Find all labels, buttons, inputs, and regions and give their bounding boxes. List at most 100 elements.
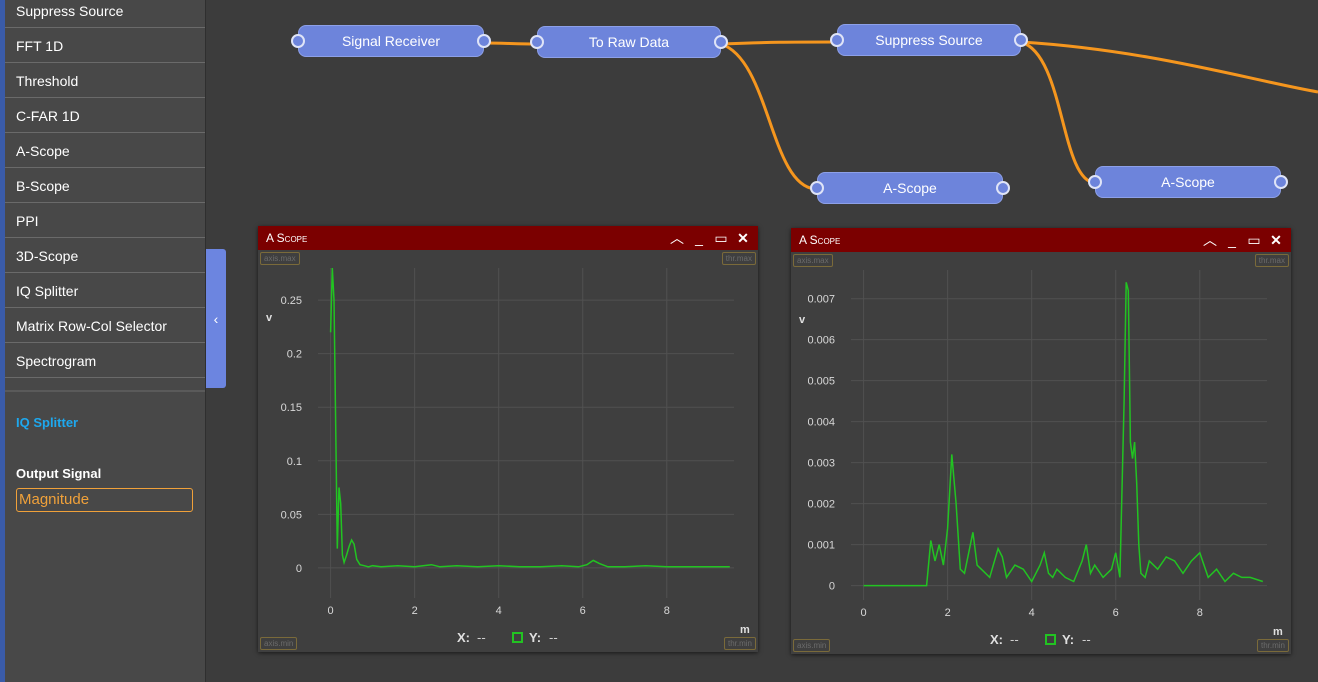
- close-icon[interactable]: ✕: [1270, 232, 1282, 248]
- trace-legend-swatch[interactable]: [1045, 634, 1056, 645]
- collapse-icon[interactable]: ︿: [1203, 232, 1217, 248]
- sidebar-edge: [0, 0, 5, 682]
- output-port[interactable]: [1274, 175, 1288, 189]
- chevron-left-icon: ‹: [213, 310, 219, 327]
- y-readout-label: Y:: [1062, 632, 1075, 647]
- input-port[interactable]: [530, 35, 544, 49]
- axis-max-tag[interactable]: axis.max: [793, 254, 833, 267]
- y-tick-labels: 0 0.001 0.002 0.003 0.004 0.005 0.006 0.007: [807, 294, 835, 593]
- axis-min-tag[interactable]: axis.min: [793, 639, 831, 652]
- thr-max-tag[interactable]: thr.max: [721, 252, 756, 265]
- node-a-scope-2[interactable]: A-Scope: [1088, 166, 1288, 198]
- a-scope-plot[interactable]: 0 0.05 0.1 0.15 0.2 0.25 0 2 4 6 8: [258, 226, 758, 652]
- close-icon[interactable]: ✕: [737, 230, 749, 246]
- collapse-icon[interactable]: ︿: [670, 230, 684, 246]
- sidebar-item-3d-scope[interactable]: 3D-Scope: [5, 239, 205, 273]
- signal-trace: [863, 282, 1264, 587]
- sidebar-item-b-scope[interactable]: B-Scope: [5, 169, 205, 203]
- node-label: A-Scope: [883, 180, 937, 196]
- sidebar-item-threshold[interactable]: Threshold: [5, 64, 205, 98]
- x-tick-label: 8: [664, 605, 670, 617]
- x-readout-value: --: [1010, 632, 1019, 647]
- input-port[interactable]: [291, 34, 305, 48]
- y-unit-label: v: [799, 314, 806, 326]
- wire-suppress-to-offscreen: [1020, 40, 1318, 94]
- minimize-icon[interactable]: _: [1228, 232, 1236, 248]
- x-tick-label: 6: [580, 605, 586, 617]
- sidebar-divider: [5, 390, 205, 392]
- y-tick-label: 0.1: [287, 456, 302, 468]
- y-tick-label: 0.25: [281, 295, 302, 307]
- sidebar-item-spectrogram[interactable]: Spectrogram: [5, 344, 205, 378]
- y-readout-value: --: [549, 630, 558, 645]
- wire-receiver-to-rawdata: [483, 41, 538, 46]
- maximize-icon[interactable]: ▭: [714, 230, 728, 246]
- trace-legend-swatch[interactable]: [512, 632, 523, 643]
- output-port[interactable]: [714, 35, 728, 49]
- y-tick-label: 0.007: [807, 294, 835, 306]
- x-readout-label: X:: [457, 630, 470, 645]
- wire-rawdata-to-suppress: [720, 40, 838, 46]
- x-unit-label: m: [740, 624, 750, 636]
- y-tick-label: 0.05: [281, 509, 302, 521]
- y-tick-label: 0.005: [807, 376, 835, 388]
- sidebar-item-fft-1d[interactable]: FFT 1D: [5, 29, 205, 63]
- output-port[interactable]: [477, 34, 491, 48]
- y-tick-label: 0: [829, 581, 835, 593]
- input-port[interactable]: [830, 33, 844, 47]
- input-port[interactable]: [1088, 175, 1102, 189]
- selected-node-title: IQ Splitter: [16, 415, 79, 430]
- node-signal-receiver[interactable]: Signal Receiver: [291, 25, 491, 57]
- node-to-raw-data[interactable]: To Raw Data: [530, 26, 728, 58]
- plot-grid: [318, 268, 734, 598]
- y-readout-value: --: [1082, 632, 1091, 647]
- x-tick-label: 2: [412, 605, 418, 617]
- axis-min-tag[interactable]: axis.min: [260, 637, 298, 650]
- sidebar-item-cfar-1d[interactable]: C-FAR 1D: [5, 99, 205, 133]
- thr-min-tag[interactable]: thr.min: [1256, 639, 1289, 652]
- x-tick-label: 0: [328, 605, 334, 617]
- x-tick-label: 8: [1197, 607, 1203, 619]
- a-scope-plot[interactable]: 0 0.001 0.002 0.003 0.004 0.005 0.006 0.007 0 2 4…: [791, 228, 1291, 654]
- sidebar-collapse-button[interactable]: ‹: [206, 249, 226, 388]
- sidebar-item-ppi[interactable]: PPI: [5, 204, 205, 238]
- node-label: Suppress Source: [875, 32, 983, 48]
- x-tick-labels: 0 2 4 6 8: [328, 605, 670, 617]
- y-tick-label: 0.006: [807, 335, 835, 347]
- wire-suppress-to-ascope: [1020, 40, 1096, 185]
- node-suppress-source[interactable]: Suppress Source: [830, 24, 1028, 56]
- minimize-icon[interactable]: _: [695, 230, 703, 246]
- x-tick-label: 2: [945, 607, 951, 619]
- node-label: Signal Receiver: [341, 33, 441, 49]
- sidebar-item-suppress-source[interactable]: Suppress Source: [5, 0, 205, 28]
- y-tick-label: 0.002: [807, 499, 835, 511]
- output-port[interactable]: [996, 181, 1010, 195]
- thr-min-tag[interactable]: thr.min: [723, 637, 756, 650]
- window-title: A Scope: [258, 226, 758, 250]
- wire-rawdata-to-ascope: [720, 42, 816, 191]
- a-scope-window-2: A Scope ︿ _ ▭ ✕ axis.max thr.max axis.mi…: [791, 228, 1291, 654]
- maximize-icon[interactable]: ▭: [1247, 232, 1261, 248]
- x-tick-labels: 0 2 4 6 8: [861, 607, 1203, 619]
- output-signal-label: Output Signal: [16, 466, 102, 481]
- thr-max-tag[interactable]: thr.max: [1254, 254, 1289, 267]
- node-a-scope-1[interactable]: A-Scope: [810, 172, 1010, 204]
- input-port[interactable]: [810, 181, 824, 195]
- node-library-sidebar: Suppress Source FFT 1D Threshold C-FAR 1…: [0, 0, 206, 682]
- axis-max-tag[interactable]: axis.max: [260, 252, 300, 265]
- output-signal-select[interactable]: Magnitude: [16, 488, 193, 512]
- sidebar-item-iq-splitter[interactable]: IQ Splitter: [5, 274, 205, 308]
- sidebar-item-matrix-row-col-selector[interactable]: Matrix Row-Col Selector: [5, 309, 205, 343]
- x-tick-label: 4: [1029, 607, 1035, 619]
- output-port[interactable]: [1014, 33, 1028, 47]
- signal-trace: [329, 267, 730, 568]
- node-label: To Raw Data: [588, 34, 670, 50]
- x-unit-label: m: [1273, 626, 1283, 638]
- x-tick-label: 0: [861, 607, 867, 619]
- y-tick-label: 0.2: [287, 349, 302, 361]
- sidebar-item-a-scope[interactable]: A-Scope: [5, 134, 205, 168]
- plot-grid: [851, 270, 1267, 600]
- y-tick-label: 0: [296, 563, 302, 575]
- x-tick-label: 4: [496, 605, 502, 617]
